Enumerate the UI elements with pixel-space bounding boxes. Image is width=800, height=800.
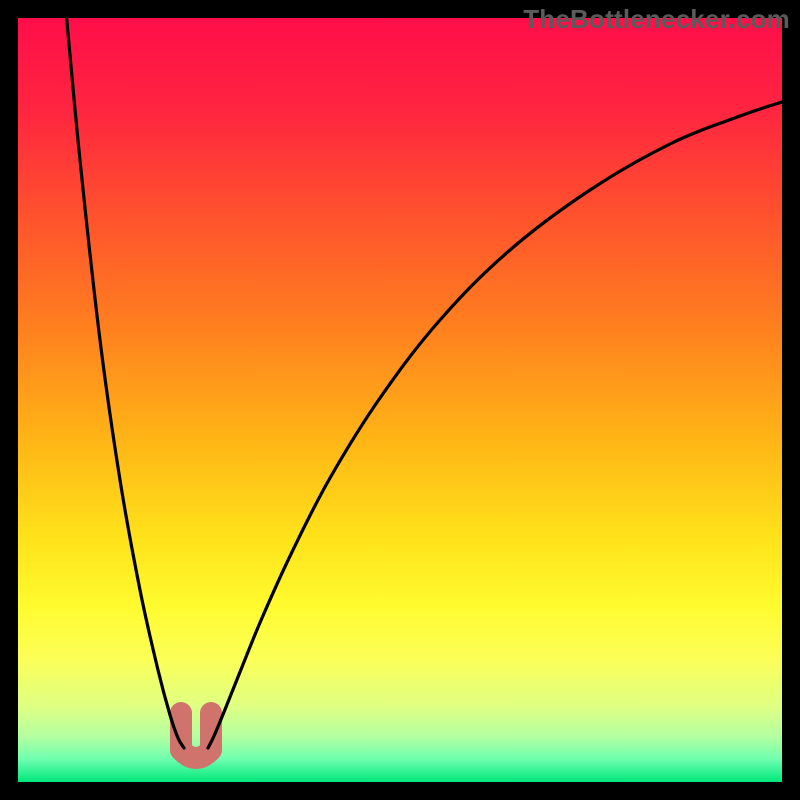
plot-area	[18, 18, 782, 782]
bottleneck-chart	[0, 0, 800, 800]
chart-container: TheBottlenecker.com	[0, 0, 800, 800]
watermark-text: TheBottlenecker.com	[523, 4, 790, 35]
